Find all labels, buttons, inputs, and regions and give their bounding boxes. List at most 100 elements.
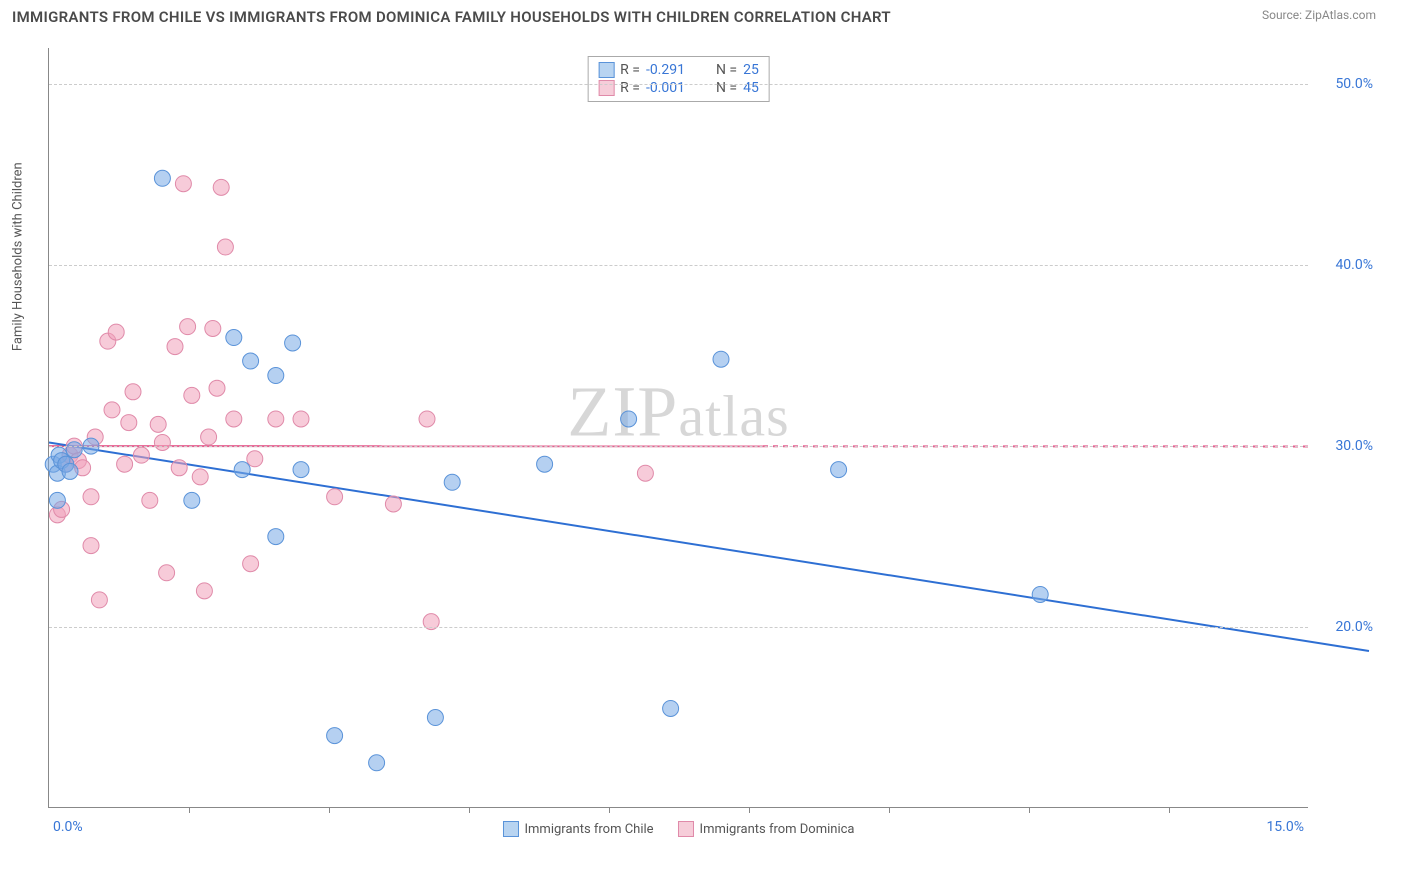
- data-point-dominica: [209, 380, 225, 396]
- data-point-dominica: [83, 489, 99, 505]
- data-point-dominica: [180, 319, 196, 335]
- data-point-chile: [62, 463, 78, 479]
- legend-swatch-chile-icon: [502, 821, 518, 837]
- scatter-svg: [49, 48, 1308, 807]
- data-point-chile: [226, 330, 242, 346]
- data-point-dominica: [184, 387, 200, 403]
- data-point-dominica: [327, 489, 343, 505]
- chart-title: IMMIGRANTS FROM CHILE VS IMMIGRANTS FROM…: [12, 8, 891, 26]
- data-point-chile: [444, 474, 460, 490]
- data-point-dominica: [125, 384, 141, 400]
- data-point-dominica: [117, 456, 133, 472]
- grid-line-h: [49, 84, 1308, 85]
- data-point-chile: [154, 170, 170, 186]
- y-tick-label: 50.0%: [1313, 76, 1373, 92]
- legend-item-chile: Immigrants from Chile: [502, 821, 653, 837]
- x-tick-mark: [609, 807, 610, 813]
- y-tick-label: 30.0%: [1313, 438, 1373, 454]
- data-point-dominica: [268, 411, 284, 427]
- n-label: N =: [716, 62, 737, 78]
- data-point-dominica: [83, 538, 99, 554]
- data-point-dominica: [205, 320, 221, 336]
- data-point-chile: [293, 462, 309, 478]
- correlation-legend: R = -0.291 N = 25 R = -0.001 N = 45: [587, 56, 770, 102]
- data-point-dominica: [150, 416, 166, 432]
- legend-label-dominica: Immigrants from Dominica: [700, 822, 855, 837]
- data-point-chile: [66, 442, 82, 458]
- data-point-dominica: [226, 411, 242, 427]
- legend-item-dominica: Immigrants from Dominica: [678, 821, 855, 837]
- grid-line-h: [49, 627, 1308, 628]
- data-point-chile: [184, 492, 200, 508]
- x-tick-label-min: 0.0%: [53, 819, 83, 835]
- y-tick-label: 40.0%: [1313, 257, 1373, 273]
- x-tick-mark: [329, 807, 330, 813]
- data-point-dominica: [385, 496, 401, 512]
- data-point-chile: [327, 728, 343, 744]
- y-tick-label: 20.0%: [1313, 619, 1373, 635]
- data-point-chile: [369, 755, 385, 771]
- y-axis-title: Family Households with Children: [11, 162, 26, 351]
- r-label: R =: [620, 80, 640, 96]
- data-point-dominica: [637, 465, 653, 481]
- data-point-dominica: [293, 411, 309, 427]
- data-point-chile: [285, 335, 301, 351]
- data-point-dominica: [104, 402, 120, 418]
- n-value-chile: 25: [743, 62, 759, 78]
- r-value-dominica: -0.001: [646, 80, 702, 96]
- data-point-dominica: [121, 415, 137, 431]
- data-point-dominica: [213, 179, 229, 195]
- legend-swatch-chile-icon: [598, 62, 614, 78]
- x-tick-mark: [469, 807, 470, 813]
- n-label: N =: [716, 80, 737, 96]
- x-tick-mark: [189, 807, 190, 813]
- data-point-dominica: [167, 339, 183, 355]
- legend-label-chile: Immigrants from Chile: [524, 822, 653, 837]
- data-point-dominica: [217, 239, 233, 255]
- data-point-dominica: [108, 324, 124, 340]
- data-point-dominica: [192, 469, 208, 485]
- grid-line-h: [49, 265, 1308, 266]
- data-point-chile: [621, 411, 637, 427]
- data-point-dominica: [419, 411, 435, 427]
- correlation-legend-row-chile: R = -0.291 N = 25: [598, 61, 759, 79]
- data-point-dominica: [142, 492, 158, 508]
- data-point-dominica: [159, 565, 175, 581]
- x-tick-mark: [889, 807, 890, 813]
- chart-container: Family Households with Children ZIPatlas…: [48, 48, 1378, 828]
- data-point-chile: [243, 353, 259, 369]
- r-label: R =: [620, 62, 640, 78]
- data-point-dominica: [247, 451, 263, 467]
- legend-swatch-dominica-icon: [678, 821, 694, 837]
- data-point-chile: [1032, 586, 1048, 602]
- data-point-chile: [713, 351, 729, 367]
- data-point-dominica: [196, 583, 212, 599]
- data-point-dominica: [201, 429, 217, 445]
- data-point-dominica: [133, 447, 149, 463]
- data-point-dominica: [175, 176, 191, 192]
- chart-source: Source: ZipAtlas.com: [1262, 8, 1376, 22]
- grid-line-h: [49, 446, 1308, 447]
- data-point-chile: [537, 456, 553, 472]
- r-value-chile: -0.291: [646, 62, 702, 78]
- data-point-chile: [268, 368, 284, 384]
- data-point-dominica: [171, 460, 187, 476]
- data-point-dominica: [243, 556, 259, 572]
- data-point-dominica: [154, 434, 170, 450]
- data-point-chile: [49, 492, 65, 508]
- data-point-dominica: [91, 592, 107, 608]
- data-point-chile: [831, 462, 847, 478]
- data-point-chile: [234, 462, 250, 478]
- x-tick-mark: [1169, 807, 1170, 813]
- data-point-chile: [663, 700, 679, 716]
- x-tick-label-max: 15.0%: [1266, 819, 1304, 835]
- correlation-legend-row-dominica: R = -0.001 N = 45: [598, 79, 759, 97]
- series-legend: Immigrants from Chile Immigrants from Do…: [502, 821, 854, 837]
- x-tick-mark: [749, 807, 750, 813]
- x-tick-mark: [1029, 807, 1030, 813]
- data-point-chile: [427, 710, 443, 726]
- n-value-dominica: 45: [743, 80, 759, 96]
- plot-area: ZIPatlas R = -0.291 N = 25 R = -0.001 N …: [48, 48, 1308, 808]
- data-point-chile: [268, 529, 284, 545]
- legend-swatch-dominica-icon: [598, 80, 614, 96]
